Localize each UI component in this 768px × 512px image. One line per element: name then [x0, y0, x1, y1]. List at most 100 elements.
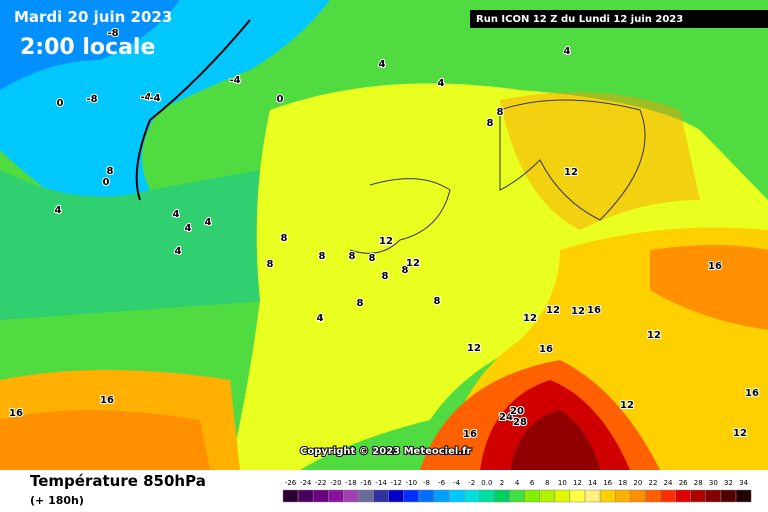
contour-label: 12: [406, 258, 420, 269]
contour-label: 24: [499, 412, 513, 423]
scale-swatch: [720, 489, 737, 503]
scale-swatch: [448, 489, 465, 503]
contour-label: 8: [402, 265, 409, 276]
scale-label: 10: [558, 479, 567, 487]
scale-label: -2: [468, 479, 475, 487]
contour-label: 4: [564, 46, 571, 57]
contour-label: 4: [175, 246, 182, 257]
warm-area: [0, 410, 210, 470]
contour-label: -8: [107, 28, 118, 39]
scale-label: 2: [500, 479, 504, 487]
contour-label: 12: [379, 236, 393, 247]
scale-label: 30: [709, 479, 718, 487]
contour-label: 12: [546, 305, 560, 316]
scale-swatch: [373, 489, 389, 503]
contour-label: 0: [103, 177, 110, 188]
scale-swatch: [343, 489, 359, 503]
contour-label: 16: [9, 408, 23, 419]
contour-label: 8: [497, 107, 504, 118]
scale-swatch: [418, 489, 435, 503]
scale-label: -14: [375, 479, 387, 487]
contour-label: 8: [107, 166, 114, 177]
scale-label: 12: [573, 479, 582, 487]
contour-label: 16: [100, 395, 114, 406]
contour-label: 12: [733, 428, 747, 439]
contour-label: 8: [434, 296, 441, 307]
warm-area: [500, 92, 700, 230]
contour-label: 20: [510, 406, 524, 417]
scale-swatch: [328, 489, 344, 503]
run-info: Run ICON 12 Z du Lundi 12 juin 2023: [476, 14, 683, 25]
contour-label: 16: [463, 429, 477, 440]
contour-label: 0: [57, 98, 64, 109]
scale-label: -6: [438, 479, 446, 487]
scale-swatch: [630, 489, 646, 503]
scale-label: -26: [285, 479, 297, 487]
scale-swatch: [735, 489, 752, 503]
contour-label: -4: [149, 93, 160, 104]
scale-swatch: [312, 489, 329, 503]
contour-label: 16: [539, 344, 553, 355]
scale-label: -8: [423, 479, 430, 487]
scale-label: -4: [453, 479, 461, 487]
scale-swatch: [705, 489, 722, 503]
contour-label: 4: [173, 209, 180, 220]
contour-label: 16: [745, 388, 759, 399]
contour-label: -4: [140, 92, 151, 103]
scale-label: 0.0: [481, 479, 492, 487]
scale-swatch: [282, 489, 299, 503]
copyright: Copyright © 2023 Meteociel.fr: [300, 446, 471, 457]
contour-label: 4: [379, 59, 386, 70]
contour-label: 8: [349, 251, 356, 262]
contour-label: 8: [382, 271, 389, 282]
hot-area: [510, 410, 600, 470]
contour-label: 8: [487, 118, 494, 129]
scale-label: 22: [648, 479, 657, 487]
scale-swatch: [509, 489, 525, 503]
contour-label: 12: [571, 306, 585, 317]
contour-label: 12: [564, 167, 578, 178]
scale-label: 6: [530, 479, 535, 487]
scale-label: 8: [545, 479, 549, 487]
contour-label: 12: [523, 313, 537, 324]
scale-label: 26: [679, 479, 688, 487]
contour-label: 4: [185, 223, 192, 234]
scale-swatch: [403, 489, 420, 503]
scale-label: 4: [515, 479, 520, 487]
footer-subtitle: (+ 180h): [30, 494, 84, 507]
scale-label: 32: [724, 479, 733, 487]
contour-label: 16: [708, 261, 722, 272]
scale-swatch: [660, 489, 676, 503]
scale-swatch: [675, 489, 691, 503]
scale-swatch: [599, 489, 616, 503]
contour-label: 4: [317, 313, 324, 324]
scale-swatch: [479, 489, 495, 503]
scale-swatch: [614, 489, 631, 503]
contour-label: 12: [467, 343, 481, 354]
scale-swatch: [297, 489, 314, 503]
contour-label: 8: [267, 259, 274, 270]
contour-label: -8: [86, 94, 97, 105]
contour-label: 16: [587, 305, 601, 316]
contour-label: 4: [205, 217, 212, 228]
time: 2:00 locale: [20, 35, 155, 60]
scale-label: -10: [406, 479, 417, 487]
cold-area: [0, 0, 180, 90]
coastline: [349, 99, 646, 254]
scale-swatch: [463, 489, 480, 503]
contour-label: 12: [647, 330, 661, 341]
scale-swatch: [554, 489, 571, 503]
scale-swatch: [494, 489, 510, 503]
scale-label: 20: [633, 479, 642, 487]
scale-swatch: [433, 489, 450, 503]
scale-label: -18: [345, 479, 356, 487]
scale-swatch: [388, 489, 405, 503]
scale-label: -12: [391, 479, 402, 487]
scale-swatch: [690, 489, 707, 503]
contour-label: 8: [357, 298, 364, 309]
contour-label: 12: [620, 400, 634, 411]
scale-swatch: [584, 489, 601, 503]
contour-label: -4: [229, 75, 240, 86]
